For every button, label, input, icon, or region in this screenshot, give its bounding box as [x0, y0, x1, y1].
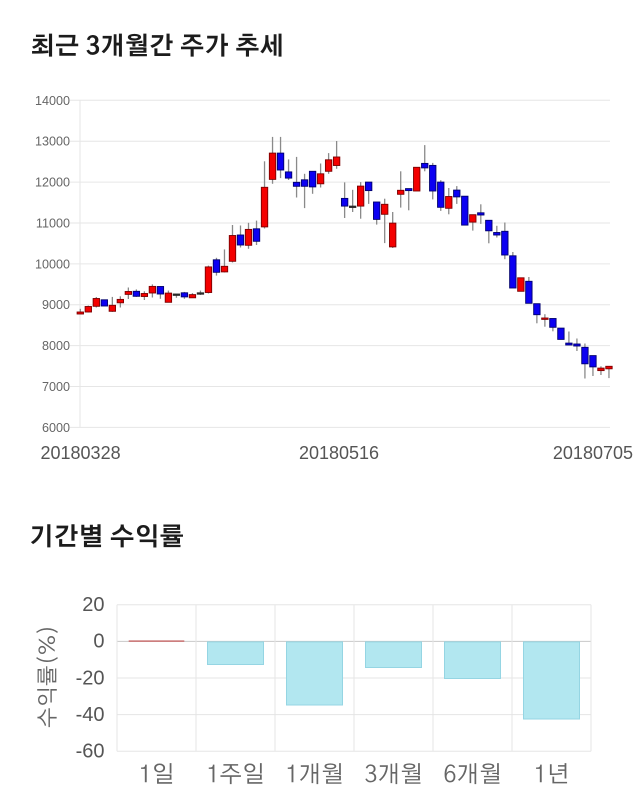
svg-text:-20: -20: [76, 667, 105, 689]
svg-text:8000: 8000: [42, 339, 70, 353]
svg-text:13000: 13000: [35, 135, 70, 149]
svg-text:10000: 10000: [35, 257, 70, 271]
svg-text:7000: 7000: [42, 380, 70, 394]
svg-text:6000: 6000: [42, 421, 70, 435]
svg-text:-40: -40: [76, 704, 105, 726]
svg-text:20180516: 20180516: [299, 443, 379, 463]
svg-text:11000: 11000: [36, 217, 70, 231]
svg-text:9000: 9000: [42, 298, 70, 312]
svg-text:12000: 12000: [35, 176, 70, 190]
svg-text:20180328: 20180328: [41, 443, 121, 463]
svg-text:14000: 14000: [35, 94, 70, 108]
svg-text:0: 0: [93, 631, 104, 653]
svg-text:20: 20: [82, 594, 104, 616]
svg-text:-60: -60: [76, 741, 105, 763]
svg-text:20180705: 20180705: [553, 443, 633, 463]
